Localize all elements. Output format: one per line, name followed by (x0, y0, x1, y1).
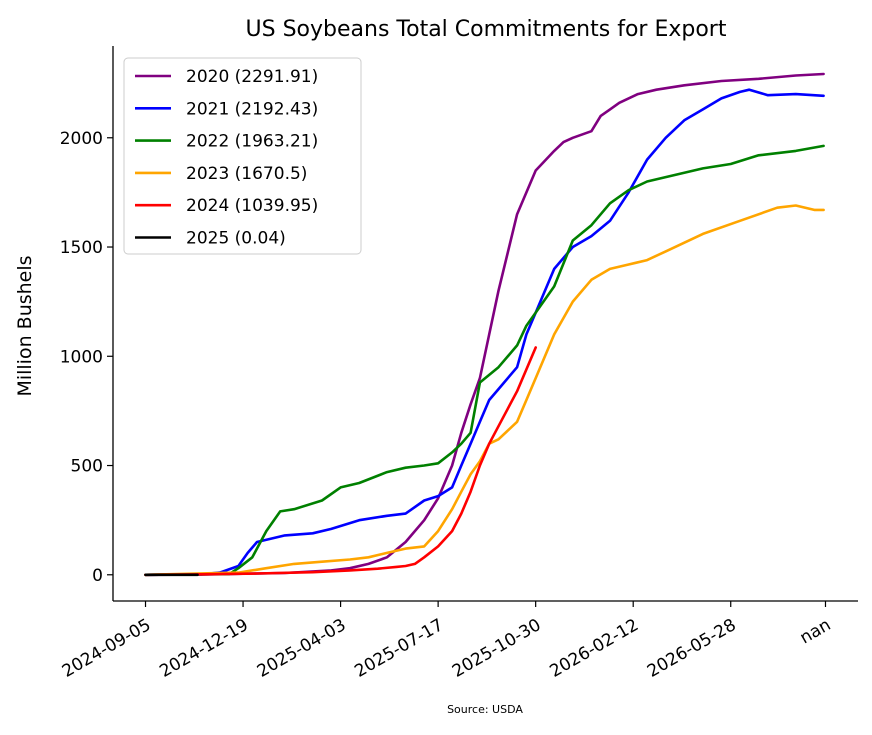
legend-label-1: 2021 (2192.43) (186, 99, 318, 119)
x-tick-label-5: 2026-02-12 (547, 615, 643, 682)
legend-label-2: 2022 (1963.21) (186, 132, 318, 152)
y-tick-label-3: 1500 (60, 238, 103, 258)
x-tick-label-1: 2024-12-19 (156, 615, 252, 682)
x-tick-label-2: 2025-04-03 (254, 615, 350, 682)
x-tick-label-6: 2026-05-28 (644, 615, 740, 682)
series-line-1 (144, 88, 825, 577)
legend-label-3: 2023 (1670.5) (186, 164, 307, 184)
x-tick-label-0: 2024-09-05 (59, 615, 155, 682)
x-tick-label-3: 2025-07-17 (351, 615, 447, 682)
series-line-2 (144, 144, 825, 577)
legend-label-5: 2025 (0.04) (186, 229, 286, 249)
legend-box (123, 57, 362, 255)
legend-label-0: 2020 (2291.91) (186, 67, 318, 87)
x-tick-label-7: nan (797, 615, 835, 648)
series-line-0 (144, 72, 825, 577)
legend-label-4: 2024 (1039.95) (186, 196, 318, 216)
y-tick-label-4: 2000 (60, 129, 103, 149)
x-tick-label-4: 2025-10-30 (449, 615, 545, 682)
chart-title: US Soybeans Total Commitments for Export (246, 17, 727, 42)
y-tick-label-2: 1000 (60, 347, 103, 367)
y-axis-label: Million Bushels (14, 255, 36, 396)
y-tick-label-0: 0 (92, 566, 103, 586)
series-layer (144, 72, 825, 577)
source-note: Source: USDA (447, 703, 523, 716)
legend: 2020 (2291.91) 2021 (2192.43) 2022 (1963.2… (123, 57, 362, 255)
y-tick-label-1: 500 (71, 457, 103, 477)
series-line-3 (144, 204, 825, 577)
series-line-4 (144, 346, 538, 577)
